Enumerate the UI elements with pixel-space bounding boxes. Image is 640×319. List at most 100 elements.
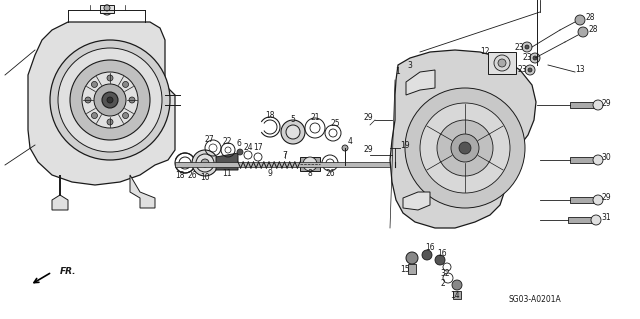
- Circle shape: [575, 15, 585, 25]
- Text: 3: 3: [408, 61, 412, 70]
- Circle shape: [192, 150, 218, 176]
- Text: 27: 27: [204, 136, 214, 145]
- Text: 4: 4: [348, 137, 353, 146]
- Circle shape: [405, 88, 525, 208]
- Circle shape: [533, 56, 537, 60]
- Circle shape: [107, 119, 113, 125]
- Text: 28: 28: [588, 26, 598, 34]
- Polygon shape: [28, 22, 175, 185]
- Polygon shape: [130, 175, 155, 208]
- Circle shape: [593, 155, 603, 165]
- Circle shape: [322, 155, 338, 171]
- Text: 18: 18: [265, 112, 275, 121]
- Circle shape: [281, 120, 305, 144]
- Text: 12: 12: [480, 48, 490, 56]
- Text: 23: 23: [514, 42, 524, 51]
- Circle shape: [525, 65, 535, 75]
- Circle shape: [196, 154, 214, 172]
- Circle shape: [593, 195, 603, 205]
- Circle shape: [129, 97, 135, 103]
- Circle shape: [437, 120, 493, 176]
- Text: 32: 32: [440, 269, 450, 278]
- Circle shape: [82, 72, 138, 128]
- Polygon shape: [175, 162, 395, 167]
- Circle shape: [201, 159, 209, 167]
- Circle shape: [342, 145, 348, 151]
- Text: 10: 10: [200, 174, 210, 182]
- Circle shape: [578, 27, 588, 37]
- Circle shape: [593, 100, 603, 110]
- Circle shape: [406, 252, 418, 264]
- Text: 24: 24: [243, 143, 253, 152]
- Circle shape: [528, 68, 532, 72]
- Text: 9: 9: [268, 169, 273, 179]
- Text: 29: 29: [363, 113, 373, 122]
- Circle shape: [122, 81, 129, 87]
- Text: 18: 18: [175, 170, 185, 180]
- Polygon shape: [406, 70, 435, 95]
- Circle shape: [459, 142, 471, 154]
- Text: 16: 16: [425, 243, 435, 253]
- Circle shape: [70, 60, 150, 140]
- Circle shape: [85, 97, 91, 103]
- Circle shape: [303, 157, 317, 171]
- Circle shape: [452, 280, 462, 290]
- Text: 29: 29: [601, 194, 611, 203]
- Text: 15: 15: [400, 265, 410, 275]
- Circle shape: [107, 75, 113, 81]
- Text: 23: 23: [517, 65, 527, 75]
- Bar: [453, 291, 461, 299]
- Polygon shape: [216, 153, 238, 170]
- Bar: [568, 217, 596, 223]
- Text: 7: 7: [283, 151, 287, 160]
- Text: 21: 21: [310, 113, 320, 122]
- Circle shape: [237, 149, 243, 155]
- Circle shape: [102, 92, 118, 108]
- Text: 31: 31: [601, 213, 611, 222]
- Circle shape: [530, 53, 540, 63]
- Circle shape: [522, 42, 532, 52]
- Text: 26: 26: [187, 170, 197, 180]
- Text: 30: 30: [601, 153, 611, 162]
- Text: 8: 8: [308, 169, 312, 179]
- Text: 5: 5: [291, 115, 296, 123]
- Circle shape: [107, 97, 113, 103]
- Circle shape: [422, 250, 432, 260]
- Text: 1: 1: [396, 68, 401, 77]
- Text: 2: 2: [440, 278, 445, 287]
- Circle shape: [92, 81, 97, 87]
- Text: 13: 13: [575, 65, 585, 75]
- Bar: [408, 264, 416, 274]
- Bar: [570, 197, 598, 203]
- Text: 23: 23: [522, 54, 532, 63]
- Text: 14: 14: [450, 291, 460, 300]
- Circle shape: [92, 113, 97, 119]
- Text: 19: 19: [400, 140, 410, 150]
- Text: SG03-A0201A: SG03-A0201A: [509, 295, 561, 305]
- Circle shape: [435, 255, 445, 265]
- Circle shape: [525, 45, 529, 49]
- Circle shape: [104, 5, 110, 11]
- Circle shape: [451, 134, 479, 162]
- Circle shape: [102, 5, 112, 15]
- Circle shape: [175, 153, 195, 173]
- Text: 26: 26: [325, 168, 335, 177]
- Circle shape: [591, 215, 601, 225]
- Circle shape: [58, 48, 162, 152]
- Circle shape: [50, 40, 170, 160]
- Text: 22: 22: [222, 137, 232, 145]
- Bar: [100, 5, 114, 13]
- Circle shape: [498, 59, 506, 67]
- Bar: [570, 157, 598, 163]
- Text: FR.: FR.: [60, 268, 77, 277]
- Circle shape: [494, 55, 510, 71]
- Text: 29: 29: [363, 145, 373, 154]
- Text: 28: 28: [585, 13, 595, 23]
- Text: 25: 25: [330, 120, 340, 129]
- Circle shape: [305, 118, 325, 138]
- Polygon shape: [403, 192, 430, 210]
- Text: 17: 17: [253, 144, 263, 152]
- Circle shape: [420, 103, 510, 193]
- Circle shape: [325, 125, 341, 141]
- Circle shape: [122, 113, 129, 119]
